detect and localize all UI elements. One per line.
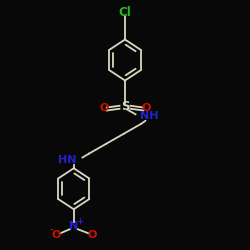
Text: +: +: [76, 217, 84, 226]
Text: Cl: Cl: [119, 6, 132, 19]
Text: N: N: [69, 221, 78, 231]
Text: O: O: [142, 103, 151, 113]
Text: -: -: [50, 226, 53, 235]
Text: O: O: [99, 103, 108, 113]
Text: O: O: [52, 230, 61, 240]
Text: HN: HN: [58, 155, 76, 165]
Text: S: S: [121, 100, 129, 113]
Text: NH: NH: [140, 111, 158, 121]
Text: O: O: [88, 230, 97, 240]
